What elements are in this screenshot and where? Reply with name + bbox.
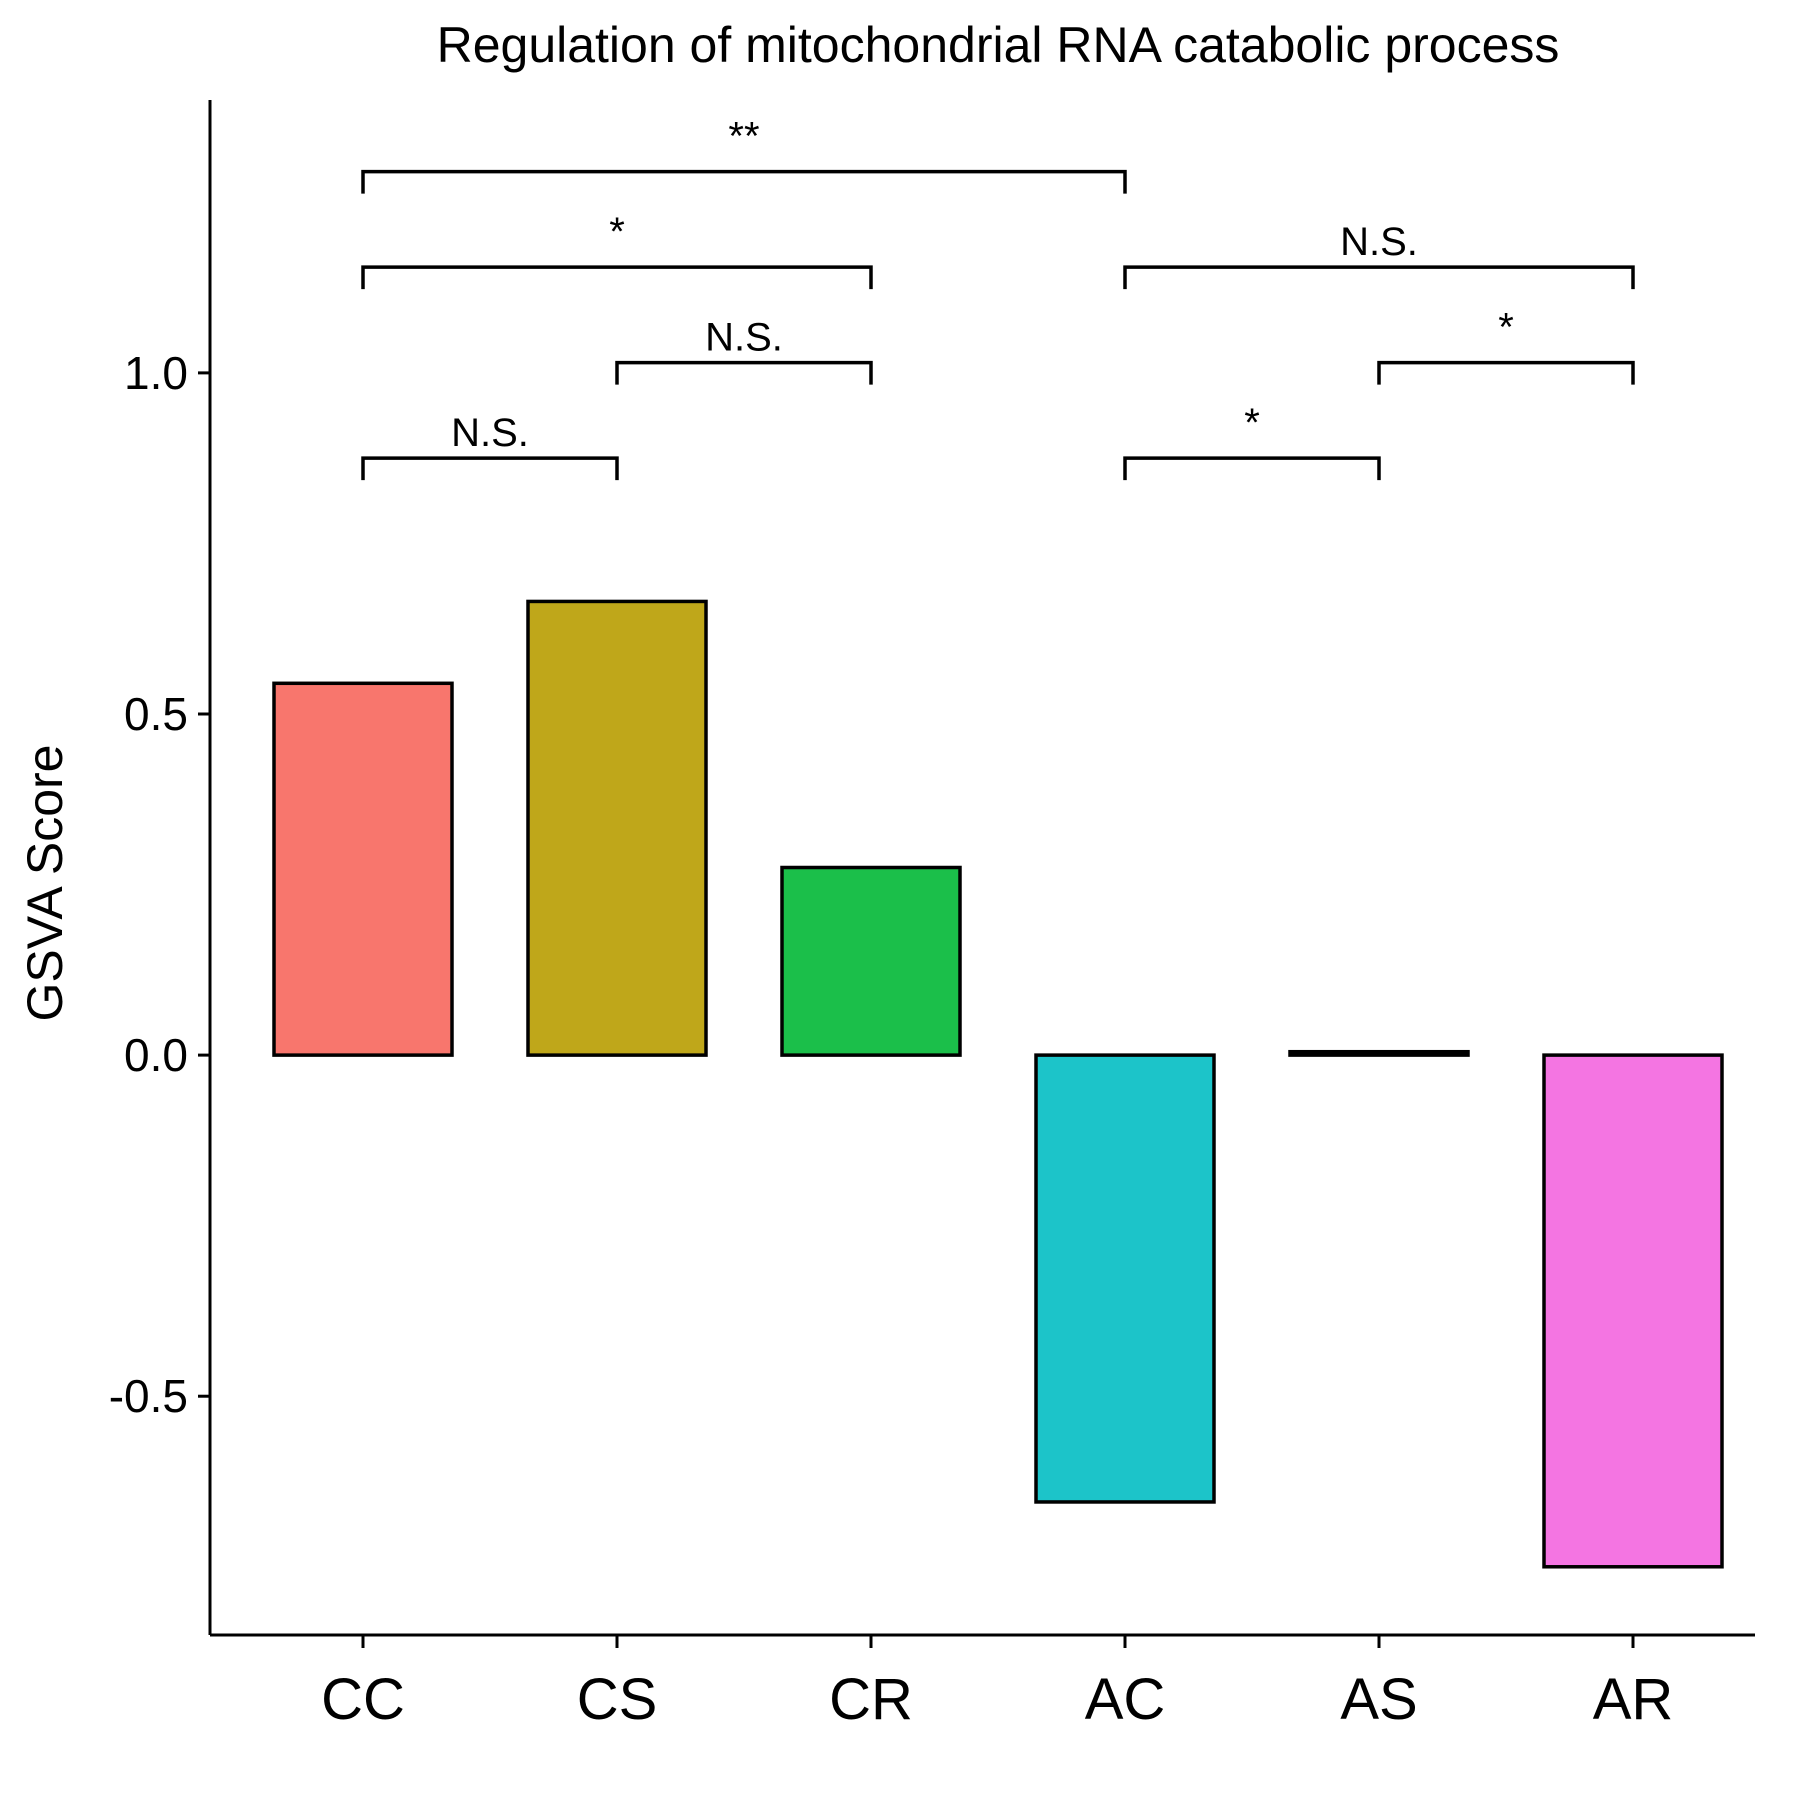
bar-cs [526, 599, 708, 1057]
significance-label: ** [728, 115, 759, 159]
x-tick-label: CS [577, 1667, 658, 1732]
significance-bracket [361, 169, 1127, 194]
x-tick-label: CR [829, 1667, 913, 1732]
bar-ac [1034, 1053, 1216, 1504]
chart-title: Regulation of mitochondrial RNA cataboli… [437, 17, 1560, 73]
y-tick-label: 1.0 [124, 347, 188, 399]
y-axis-label: GSVA Score [17, 745, 73, 1022]
bar-cc [272, 681, 454, 1057]
y-tick-label: 0.5 [124, 688, 188, 740]
significance-label: N.S. [451, 411, 529, 455]
x-tick-label: CC [321, 1667, 405, 1732]
x-tick-label: AC [1085, 1667, 1166, 1732]
significance-bracket [1123, 265, 1635, 290]
bar-as [1288, 1049, 1470, 1057]
significance-bracket [1123, 456, 1381, 481]
significance-bracket [361, 265, 873, 290]
x-tick-label: AS [1340, 1667, 1417, 1732]
significance-label: * [1244, 401, 1260, 445]
x-tick-label: AR [1593, 1667, 1674, 1732]
significance-label: N.S. [1340, 220, 1418, 264]
bar-cr [780, 865, 962, 1057]
significance-bracket [361, 456, 619, 481]
y-tick-label: 0.0 [124, 1029, 188, 1081]
y-tick-label: -0.5 [109, 1370, 188, 1422]
significance-label: * [609, 210, 625, 254]
significance-bracket [1377, 360, 1635, 385]
bar-ar [1542, 1053, 1724, 1569]
plot-area: -0.50.00.51.0CC CS CR AC AS ARN.S.N.S.*****N.… [109, 100, 1755, 1732]
significance-label: * [1498, 306, 1514, 350]
significance-bracket [615, 360, 873, 385]
significance-label: N.S. [705, 316, 783, 360]
